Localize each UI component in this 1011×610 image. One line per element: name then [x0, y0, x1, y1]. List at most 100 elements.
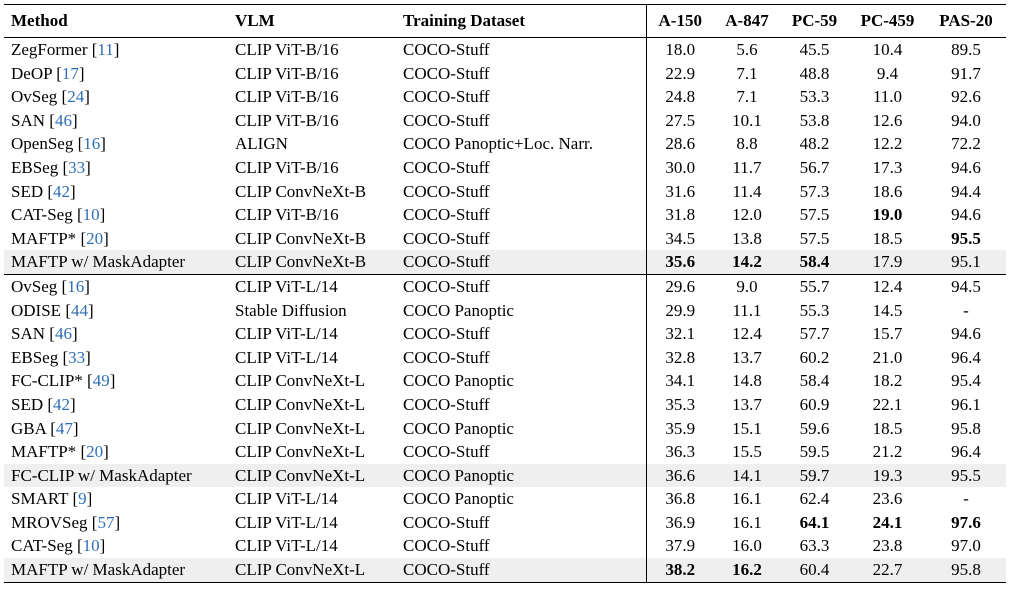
score-a150: 36.3: [645, 440, 714, 464]
table-row: SMART [9] CLIP ViT-L/14 COCO Panoptic 36.8 1…: [4, 487, 1006, 511]
score-pc59: 60.4: [780, 558, 849, 583]
citation-link[interactable]: 17: [61, 63, 79, 83]
results-table: Method VLM Training Dataset A-150 A-847 …: [4, 4, 1006, 583]
header-pc459: PC-459: [860, 11, 915, 30]
vlm-cell: CLIP ConvNeXt-L: [228, 558, 396, 583]
header-a847: A-847: [725, 11, 769, 30]
score-a847: 7.1: [736, 87, 758, 107]
score-pc59: 57.7: [799, 324, 830, 344]
dataset-cell: COCO-Stuff: [403, 512, 490, 532]
citation-link[interactable]: 46: [54, 110, 72, 130]
score-pc459: 12.6: [872, 110, 903, 130]
score-pas20: 94.6: [951, 205, 981, 225]
score-pc459: 9.4: [876, 63, 899, 83]
citation-link[interactable]: 16: [67, 276, 85, 296]
dataset-cell: COCO-Stuff: [403, 228, 490, 248]
score-pc59: 63.3: [799, 536, 830, 556]
score-a150: 35.9: [645, 416, 714, 441]
method-name: MAFTP w/ MaskAdapter: [11, 560, 186, 580]
method-name: MAFTP*: [11, 228, 77, 248]
header-a150: A-150: [645, 4, 714, 38]
score-a847: 14.8: [732, 371, 762, 391]
vlm-cell: CLIP ConvNeXt-L: [235, 442, 366, 462]
score-pas20: 96.4: [951, 347, 981, 367]
score-pc459: 17.9: [849, 250, 926, 275]
dataset-cell: COCO-Stuff: [403, 181, 490, 201]
score-a150: 36.8: [645, 487, 714, 511]
method-name: SAN: [11, 324, 46, 344]
table-row: ODISE [44] Stable Diffusion COCO Panoptic 2…: [4, 298, 1006, 323]
vlm-cell: CLIP ViT-B/16: [235, 87, 339, 107]
dataset-cell: COCO-Stuff: [403, 205, 490, 225]
citation-link[interactable]: 49: [92, 371, 110, 391]
score-pc59: 62.4: [799, 489, 830, 509]
citation-link[interactable]: 47: [55, 418, 73, 438]
score-a150: 36.9: [645, 510, 714, 535]
citation-link[interactable]: 9: [78, 489, 87, 509]
score-pas20: 96.4: [951, 442, 981, 462]
citation-link[interactable]: 33: [68, 157, 86, 177]
citation-link[interactable]: 46: [54, 324, 72, 344]
method-name: SMART: [11, 489, 69, 509]
vlm-cell: CLIP ConvNeXt-B: [235, 181, 367, 201]
dataset-cell: COCO Panoptic+Loc. Narr.: [403, 134, 593, 154]
citation-link[interactable]: 10: [82, 205, 100, 225]
citation-link[interactable]: 44: [70, 300, 88, 320]
vlm-cell: CLIP ViT-B/16: [235, 157, 339, 177]
score-pas20: 94.4: [951, 181, 981, 201]
table-row: MAFTP* [20] CLIP ConvNeXt-B COCO-Stuff 34.5…: [4, 226, 1006, 251]
score-pc459: 17.3: [872, 157, 903, 177]
score-pas20: 95.4: [951, 371, 981, 391]
score-a150: 35.3: [645, 392, 714, 417]
score-pc59: 60.9: [799, 394, 830, 414]
table-row: SAN [46] CLIP ViT-B/16 COCO-Stuff 27.5 10.1 5…: [4, 108, 1006, 133]
vlm-cell: CLIP ViT-L/14: [235, 512, 338, 532]
score-pas20: 97.0: [951, 536, 981, 556]
dataset-cell: COCO-Stuff: [403, 63, 490, 83]
citation-link[interactable]: 42: [53, 181, 71, 201]
method-name: DeOP: [11, 63, 52, 83]
table-row: OpenSeg [16] ALIGN COCO Panoptic+Loc. Narr…: [4, 132, 1006, 156]
dataset-cell: COCO-Stuff: [403, 324, 490, 344]
score-a847: 13.7: [732, 347, 762, 367]
citation-link[interactable]: 42: [53, 394, 71, 414]
method-name: MAFTP w/ MaskAdapter: [11, 252, 186, 272]
method-cell: OvSeg [16]: [11, 276, 90, 296]
dataset-cell: COCO-Stuff: [403, 276, 490, 296]
citation-link[interactable]: 16: [83, 134, 101, 154]
citation-link[interactable]: 20: [86, 228, 104, 248]
citation-link[interactable]: 33: [68, 347, 86, 367]
vlm-cell: CLIP ViT-L/14: [235, 536, 338, 556]
score-pc59: 55.3: [799, 300, 830, 320]
score-pc59: 58.4: [780, 250, 849, 275]
table-row: CAT-Seg [10] CLIP ViT-L/14 COCO-Stuff 37.9 1…: [4, 534, 1006, 559]
score-pc459: 12.4: [872, 276, 903, 296]
score-pas20: 95.5: [926, 463, 1006, 488]
method-name: CAT-Seg: [11, 205, 73, 225]
score-pc459: 12.2: [872, 134, 903, 154]
citation-link[interactable]: 57: [97, 512, 115, 532]
citation-link[interactable]: 10: [82, 536, 100, 556]
method-cell: EBSeg [33]: [11, 157, 91, 177]
score-pc459: 19.0: [872, 205, 903, 225]
score-a150: 22.9: [645, 61, 714, 86]
score-a847: 16.1: [732, 512, 762, 532]
citation-link[interactable]: 24: [67, 87, 85, 107]
score-pc459: 23.6: [872, 489, 903, 509]
score-pc59: 53.3: [799, 87, 830, 107]
method-name: MROVSeg: [11, 512, 88, 532]
score-a150: 34.5: [645, 226, 714, 251]
citation-link[interactable]: 11: [97, 40, 114, 59]
table-row: OvSeg [16] CLIP ViT-L/14 COCO-Stuff 29.6 9.0…: [4, 274, 1006, 299]
score-a847: 8.8: [736, 134, 758, 154]
score-pc459: 11.0: [872, 87, 903, 107]
header-pc59: PC-59: [791, 11, 838, 30]
score-a150: 32.1: [645, 322, 714, 346]
table-row: EBSeg [33] CLIP ViT-B/16 COCO-Stuff 30.0 11.…: [4, 155, 1006, 180]
vlm-cell: CLIP ViT-B/16: [235, 110, 339, 130]
citation-link[interactable]: 20: [86, 442, 104, 462]
score-pas20: 94.6: [951, 324, 981, 344]
score-pc59: 58.4: [799, 371, 830, 391]
vlm-cell: CLIP ViT-L/14: [235, 324, 338, 344]
score-a150: 31.6: [645, 179, 714, 204]
